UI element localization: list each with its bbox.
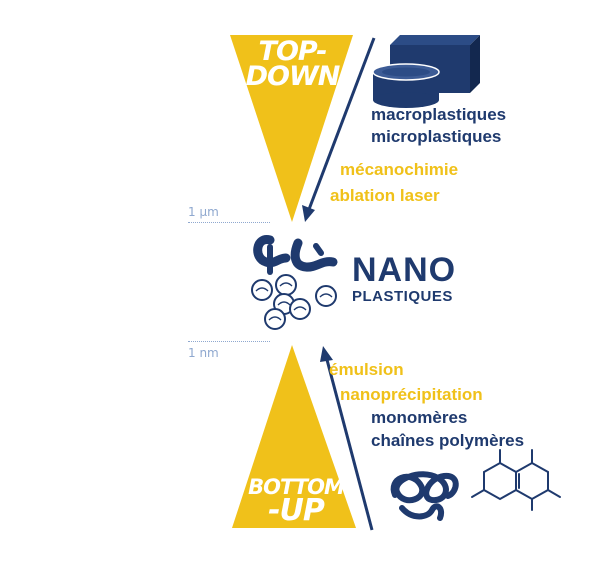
bottom-up-title: BOTTOM -UP (240, 475, 352, 529)
fragments-and-spheres-icon (251, 235, 338, 330)
label-mecanochimie: mécanochimie (340, 160, 459, 179)
label-chaines-polymeres: chaînes polymères (371, 431, 525, 450)
scale-label-lower: 1 nm (188, 346, 219, 360)
nano-title: NANO (352, 251, 457, 289)
block-and-disc-icon (372, 35, 480, 108)
scale-dotted-line-upper (188, 222, 270, 223)
bottom-up-triangle (232, 345, 356, 528)
top-down-title-line1: TOP- (258, 36, 328, 67)
label-macroplastiques: macroplastiques (371, 105, 507, 124)
label-microplastiques: microplastiques (371, 127, 502, 146)
top-down-triangle (230, 35, 353, 222)
nano-subtitle: PLASTIQUES (352, 288, 453, 305)
top-down-title: TOP- DOWN (240, 36, 345, 92)
label-ablation-laser: ablation laser (330, 186, 440, 205)
label-emulsion: émulsion (329, 360, 404, 379)
bottom-up-title-line2: -UP (268, 493, 325, 529)
top-down-arrow (302, 37, 376, 222)
bottom-up-title-line1: BOTTOM (248, 475, 345, 499)
label-nanoprecipitation: nanoprécipitation (340, 385, 483, 404)
scale-label-upper: 1 µm (188, 205, 219, 219)
top-down-title-line2: DOWN (245, 60, 341, 92)
bottom-up-arrow (320, 346, 374, 531)
polymer-chain-and-ring-icon (390, 449, 561, 521)
scale-dotted-line-lower (188, 341, 270, 342)
label-monomeres: monomères (371, 408, 468, 427)
